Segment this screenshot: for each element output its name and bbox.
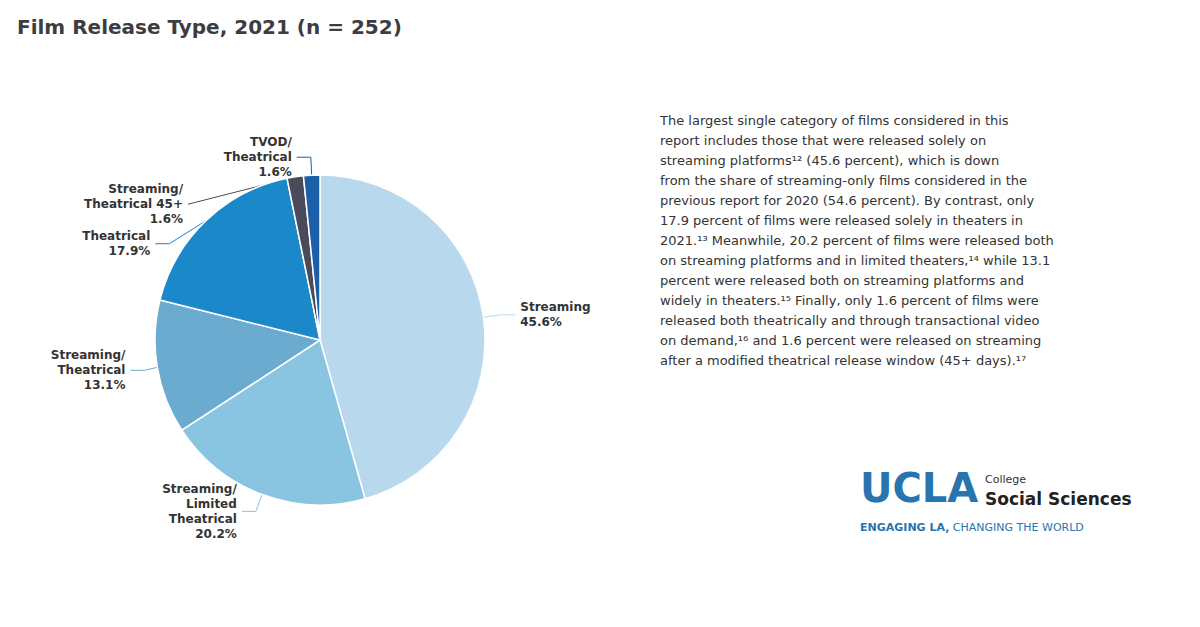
svg-text:on streaming platforms and in: on streaming platforms and in limited th… bbox=[660, 253, 1050, 268]
svg-text:UCLA: UCLA bbox=[860, 465, 978, 511]
svg-text:17.9 percent of films were rel: 17.9 percent of films were released sole… bbox=[660, 213, 1023, 228]
svg-text:percent were released both on: percent were released both on streaming … bbox=[660, 273, 1024, 288]
svg-text:Limited: Limited bbox=[186, 497, 237, 511]
svg-text:Social Sciences: Social Sciences bbox=[985, 489, 1132, 509]
svg-text:17.9%: 17.9% bbox=[109, 244, 151, 258]
svg-text:CHANGING THE WORLD: CHANGING THE WORLD bbox=[949, 521, 1083, 534]
svg-text:previous report for 2020 (54.6: previous report for 2020 (54.6 percent).… bbox=[660, 193, 1034, 208]
svg-text:TVOD/: TVOD/ bbox=[250, 135, 292, 149]
svg-text:13.1%: 13.1% bbox=[84, 378, 126, 392]
svg-text:on demand,¹⁶ and 1.6 percent w: on demand,¹⁶ and 1.6 percent were releas… bbox=[660, 333, 1041, 348]
svg-text:report includes those that wer: report includes those that were released… bbox=[660, 133, 986, 148]
svg-text:20.2%: 20.2% bbox=[195, 527, 237, 541]
svg-text:2021.¹³ Meanwhile, 20.2 percen: 2021.¹³ Meanwhile, 20.2 percent of films… bbox=[660, 233, 1054, 248]
svg-text:released both theatrically and: released both theatrically and through t… bbox=[660, 313, 1039, 328]
svg-text:1.6%: 1.6% bbox=[259, 165, 292, 179]
svg-text:The largest single category of: The largest single category of films con… bbox=[659, 113, 1009, 128]
svg-text:widely in theaters.¹⁵ Finally,: widely in theaters.¹⁵ Finally, only 1.6 … bbox=[660, 293, 1039, 308]
svg-text:after a modified theatrical re: after a modified theatrical release wind… bbox=[660, 353, 1026, 368]
svg-text:1.6%: 1.6% bbox=[150, 212, 183, 226]
svg-text:streaming platforms¹² (45.6 pe: streaming platforms¹² (45.6 percent), wh… bbox=[660, 153, 999, 168]
svg-text:College: College bbox=[985, 473, 1026, 486]
svg-text:Theatrical 45+: Theatrical 45+ bbox=[84, 197, 183, 211]
svg-text:Streaming/: Streaming/ bbox=[51, 348, 126, 362]
svg-text:Theatrical: Theatrical bbox=[57, 363, 125, 377]
svg-text:45.6%: 45.6% bbox=[520, 315, 562, 329]
svg-text:Theatrical: Theatrical bbox=[169, 512, 237, 526]
svg-text:Theatrical: Theatrical bbox=[224, 150, 292, 164]
svg-text:from the share of streaming-on: from the share of streaming-only films c… bbox=[660, 173, 1027, 188]
svg-text:ENGAGING LA,: ENGAGING LA, bbox=[860, 521, 949, 534]
svg-text:Theatrical: Theatrical bbox=[82, 229, 150, 243]
svg-text:Streaming/: Streaming/ bbox=[108, 182, 183, 196]
svg-text:Streaming: Streaming bbox=[520, 300, 590, 314]
svg-text:Streaming/: Streaming/ bbox=[162, 482, 237, 496]
svg-text:Film Release Type, 2021 (n = 2: Film Release Type, 2021 (n = 252) bbox=[17, 15, 402, 39]
